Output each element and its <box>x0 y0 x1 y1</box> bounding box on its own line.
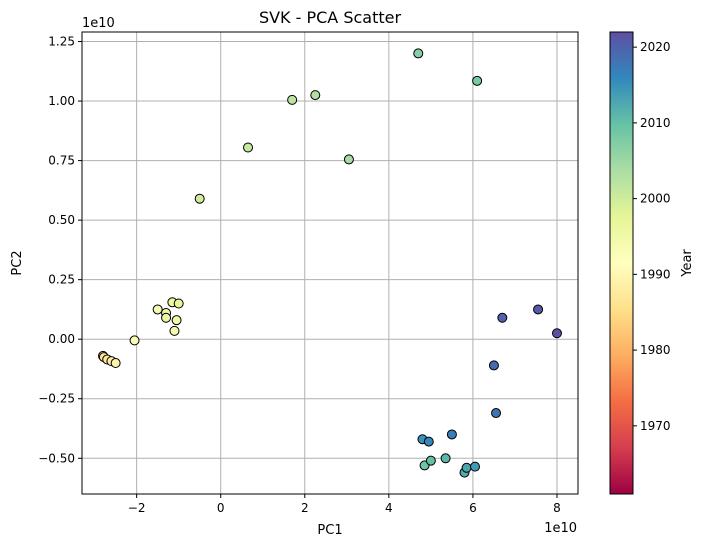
scatter-point <box>425 455 436 466</box>
colorbar-tick-label: 1980 <box>640 343 671 357</box>
scatter-point <box>551 328 562 339</box>
scatter-point <box>287 94 298 105</box>
scatter-point <box>152 304 163 315</box>
scatter-point <box>129 335 140 346</box>
y-tick-label: 0.25 <box>48 273 75 287</box>
x-axis-ticks: −2 0 2 4 6 8 <box>128 494 561 515</box>
scatter-point <box>310 90 321 101</box>
y-tick-label: 0.75 <box>48 154 75 168</box>
y-axis-label: PC2 <box>10 250 25 275</box>
x-tick-label: −2 <box>128 501 146 515</box>
scatter-point <box>171 315 182 326</box>
colorbar-tick-label: 1970 <box>640 419 671 433</box>
scatter-point <box>497 312 508 323</box>
colorbar-label: Year <box>680 249 695 278</box>
x-offset-label: 1e10 <box>544 521 577 536</box>
plot-frame <box>81 31 579 495</box>
colorbar-tick-label: 2020 <box>640 40 671 54</box>
x-tick-label: 0 <box>217 501 225 515</box>
scatter-point <box>243 142 254 153</box>
x-tick-label: 6 <box>469 501 477 515</box>
scatter-point <box>343 154 354 165</box>
grid-lines <box>82 32 578 494</box>
y-offset-label: 1e10 <box>82 16 115 31</box>
scatter-point <box>110 358 121 369</box>
x-axis-label: PC1 <box>317 523 342 538</box>
colorbar-tick-label: 1990 <box>640 267 671 281</box>
scatter-point <box>440 453 451 464</box>
y-tick-label: −0.50 <box>38 451 75 465</box>
scatter-point <box>461 462 472 473</box>
y-tick-label: 1.00 <box>48 94 75 108</box>
scatter-point <box>488 360 499 371</box>
scatter-point <box>161 312 172 323</box>
chart-title: SVK - PCA Scatter <box>259 8 402 27</box>
y-tick-label: −0.25 <box>38 392 75 406</box>
colorbar <box>609 31 634 495</box>
colorbar-tick-label: 2000 <box>640 192 671 206</box>
scatter-point <box>413 48 424 59</box>
y-tick-label: 0.50 <box>48 213 75 227</box>
y-tick-label: 0.00 <box>48 332 75 346</box>
scatter-point <box>472 75 483 86</box>
colorbar-tick-label: 2010 <box>640 116 671 130</box>
y-tick-label: 1.25 <box>48 35 75 49</box>
scatter-point <box>470 461 481 472</box>
scatter-point <box>169 325 180 336</box>
scatter-point <box>491 408 502 419</box>
x-tick-label: 2 <box>301 501 309 515</box>
y-axis-ticks: −0.50 −0.25 0.00 0.25 0.50 0.75 1.00 1.25 <box>38 35 82 465</box>
x-tick-label: 4 <box>385 501 393 515</box>
scatter-point <box>194 193 205 204</box>
x-tick-label: 8 <box>553 501 561 515</box>
colorbar-ticks: 1970 1980 1990 2000 2010 2020 <box>633 40 671 433</box>
scatter-point <box>446 429 457 440</box>
data-points <box>98 48 562 478</box>
scatter-point <box>173 298 184 309</box>
scatter-point <box>533 304 544 315</box>
scatter-point <box>423 436 434 447</box>
